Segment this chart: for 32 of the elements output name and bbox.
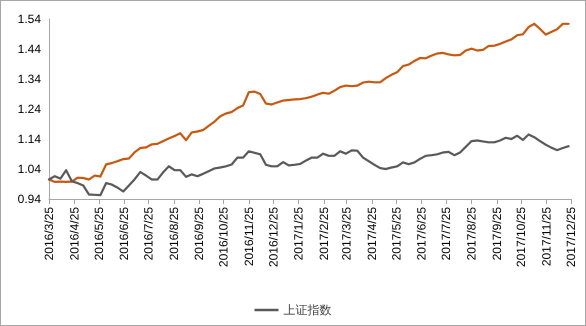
x-tick-label: 2017/11/25 <box>540 206 554 266</box>
y-tick-label: 1.14 <box>18 132 42 146</box>
x-tick-label: 2016/3/25 <box>42 206 56 260</box>
line-series <box>48 22 570 183</box>
y-tick-label: 1.04 <box>18 162 42 176</box>
x-tick-label: 2016/10/25 <box>216 206 231 268</box>
x-tick-label: 2017/2/25 <box>316 206 331 260</box>
x-tick-label: 2017/7/25 <box>439 206 454 260</box>
x-tick-label: 2016/6/25 <box>117 206 132 260</box>
x-tick-label: 2016/12/25 <box>266 206 280 268</box>
x-tick-label: 2016/4/25 <box>67 206 82 260</box>
x-tick-label: 2017/12/25 <box>564 206 578 268</box>
y-tick-label: 1.44 <box>18 42 42 56</box>
x-tick-label: 2016/11/25 <box>242 206 256 266</box>
x-tick-label: 2017/9/25 <box>490 206 504 260</box>
x-tick-label: 2017/8/25 <box>464 206 478 260</box>
x-tick-label: 2016/5/25 <box>92 206 106 260</box>
x-tick-label: 2017/3/25 <box>340 206 354 260</box>
x-tick-label: 2016/8/25 <box>166 206 181 260</box>
line-series <box>48 133 570 196</box>
x-tick-label: 2016/9/25 <box>192 206 206 260</box>
y-tick-label: 0.94 <box>18 192 42 206</box>
y-tick-label: 1.54 <box>18 12 42 26</box>
x-tick-label: 2017/6/25 <box>414 206 429 260</box>
y-tick-label: 1.34 <box>18 72 42 86</box>
x-tick-label: 2017/5/25 <box>389 206 404 260</box>
x-tick-label: 2016/7/25 <box>142 206 156 260</box>
x-tick-label: 2017/10/25 <box>514 206 528 268</box>
y-tick-label: 1.24 <box>18 102 42 116</box>
x-tick-label: 2017/4/25 <box>364 206 379 260</box>
x-tick-label: 2017/1/25 <box>292 206 306 260</box>
legend-label: 上证指数 <box>284 303 332 317</box>
